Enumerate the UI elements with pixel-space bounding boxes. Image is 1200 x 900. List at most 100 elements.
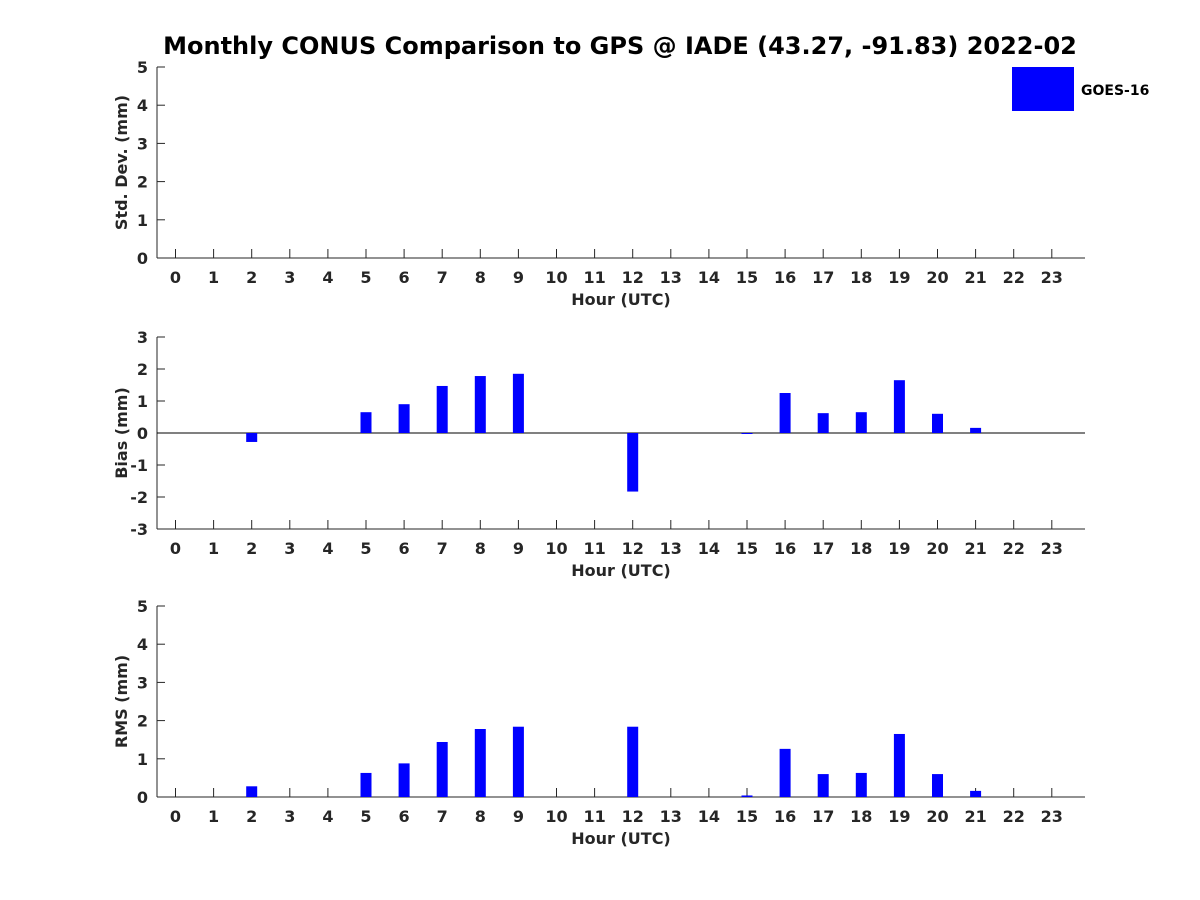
legend: GOES-16 (1012, 67, 1149, 111)
legend-label-goes-16: GOES-16 (1081, 83, 1149, 99)
bar-bias (512, 373, 524, 433)
x-tick-label-rms: 23 (1041, 807, 1063, 826)
y-tick-label-bias: 3 (137, 328, 148, 347)
x-tick-label-std-dev: 2 (246, 268, 257, 287)
bar-bias (360, 412, 372, 433)
x-tick-label-std-dev: 10 (545, 268, 567, 287)
x-tick-label-rms: 19 (888, 807, 910, 826)
x-tick-label-std-dev: 19 (888, 268, 910, 287)
y-tick-label-std-dev: 2 (137, 173, 148, 192)
bar-rms (779, 748, 791, 797)
x-tick-label-std-dev: 0 (170, 268, 181, 287)
x-tick-label-bias: 20 (926, 539, 948, 558)
y-tick-label-bias: 2 (137, 360, 148, 379)
bar-rms (932, 774, 943, 797)
bar-rms (512, 726, 524, 797)
x-tick-label-std-dev: 20 (926, 268, 948, 287)
x-tick-label-std-dev: 21 (964, 268, 986, 287)
x-tick-label-bias: 22 (1003, 539, 1025, 558)
x-tick-label-bias: 4 (322, 539, 333, 558)
x-tick-label-std-dev: 18 (850, 268, 872, 287)
x-tick-label-std-dev: 11 (583, 268, 605, 287)
x-tick-label-bias: 15 (736, 539, 758, 558)
x-tick-label-bias: 13 (660, 539, 682, 558)
bar-bias (817, 413, 829, 433)
x-tick-label-std-dev: 13 (660, 268, 682, 287)
x-tick-label-bias: 16 (774, 539, 796, 558)
bar-bias (474, 376, 486, 433)
x-tick-label-rms: 18 (850, 807, 872, 826)
y-tick-label-rms: 2 (137, 712, 148, 731)
x-tick-label-rms: 4 (322, 807, 333, 826)
x-tick-label-rms: 9 (513, 807, 524, 826)
bar-rms (970, 790, 982, 797)
y-tick-label-std-dev: 5 (137, 58, 148, 77)
y-tick-label-rms: 5 (137, 597, 148, 616)
x-tick-label-rms: 11 (583, 807, 605, 826)
x-tick-label-rms: 21 (964, 807, 986, 826)
bar-rms (436, 741, 448, 797)
x-tick-label-bias: 3 (284, 539, 295, 558)
x-tick-label-rms: 0 (170, 807, 181, 826)
x-tick-label-rms: 15 (736, 807, 758, 826)
y-tick-label-bias: -2 (130, 488, 148, 507)
y-tick-label-std-dev: 0 (137, 249, 148, 268)
y-tick-label-bias: -3 (130, 520, 148, 539)
bar-rms (893, 733, 905, 797)
x-tick-label-rms: 3 (284, 807, 295, 826)
y-tick-label-bias: -1 (130, 456, 148, 475)
x-tick-label-std-dev: 22 (1003, 268, 1025, 287)
x-tick-label-bias: 21 (964, 539, 986, 558)
x-tick-label-rms: 10 (545, 807, 567, 826)
x-tick-label-std-dev: 4 (322, 268, 333, 287)
x-tick-label-rms: 20 (926, 807, 948, 826)
y-tick-label-bias: 1 (137, 392, 148, 411)
x-tick-label-std-dev: 7 (437, 268, 448, 287)
y-tick-label-rms: 0 (137, 788, 148, 807)
x-tick-label-std-dev: 23 (1041, 268, 1063, 287)
x-tick-label-bias: 14 (698, 539, 720, 558)
bar-bias (627, 433, 639, 492)
bar-rms (627, 726, 639, 797)
x-tick-label-std-dev: 3 (284, 268, 295, 287)
x-tick-label-std-dev: 1 (208, 268, 219, 287)
bar-bias (893, 380, 905, 433)
x-tick-label-rms: 12 (622, 807, 644, 826)
x-tick-label-rms: 16 (774, 807, 796, 826)
x-tick-label-bias: 23 (1041, 539, 1063, 558)
x-tick-label-bias: 19 (888, 539, 910, 558)
y-axis-label-std-dev: Std. Dev. (mm) (112, 95, 131, 230)
y-axis-label-rms: RMS (mm) (112, 655, 131, 748)
bar-bias (855, 412, 867, 433)
bar-rms (817, 774, 829, 797)
x-tick-label-bias: 17 (812, 539, 834, 558)
y-tick-label-std-dev: 1 (137, 211, 148, 230)
x-tick-label-std-dev: 5 (360, 268, 371, 287)
x-tick-label-rms: 13 (660, 807, 682, 826)
x-tick-label-rms: 1 (208, 807, 219, 826)
x-tick-label-rms: 6 (399, 807, 410, 826)
x-tick-label-bias: 5 (360, 539, 371, 558)
x-tick-label-bias: 8 (475, 539, 486, 558)
x-tick-label-std-dev: 9 (513, 268, 524, 287)
bar-bias (932, 413, 943, 433)
x-tick-label-rms: 14 (698, 807, 720, 826)
x-tick-label-bias: 2 (246, 539, 257, 558)
legend-swatch-goes-16 (1012, 67, 1074, 111)
x-axis-label-std-dev: Hour (UTC) (571, 290, 671, 309)
y-tick-label-std-dev: 4 (137, 96, 148, 115)
x-tick-label-bias: 18 (850, 539, 872, 558)
x-tick-label-std-dev: 15 (736, 268, 758, 287)
bar-bias (970, 427, 982, 433)
x-tick-label-rms: 5 (360, 807, 371, 826)
x-tick-label-bias: 10 (545, 539, 567, 558)
x-tick-label-std-dev: 8 (475, 268, 486, 287)
y-axis-label-bias: Bias (mm) (112, 387, 131, 479)
x-tick-label-bias: 0 (170, 539, 181, 558)
x-tick-label-bias: 6 (399, 539, 410, 558)
bar-bias (246, 433, 258, 442)
x-tick-label-rms: 22 (1003, 807, 1025, 826)
